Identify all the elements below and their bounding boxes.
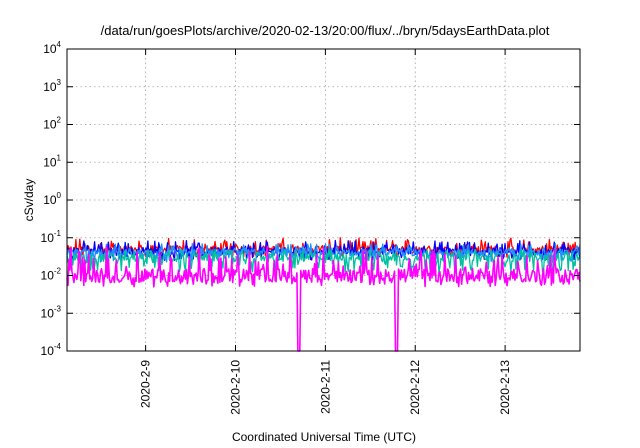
- chart-title: /data/run/goesPlots/archive/2020-02-13/2…: [101, 23, 550, 38]
- y-tick-label: 10-2: [41, 267, 62, 283]
- y-axis-label: cSv/day: [22, 179, 36, 222]
- x-tick-label: 2020-2-11: [318, 360, 332, 414]
- y-tick-label: 101: [43, 153, 61, 169]
- axis-ticks: 10-4 10-3 10-2 10-1 100 101 102 103 104 2020-2-9 2…: [41, 40, 580, 415]
- x-tick-label: 2020-2-13: [498, 360, 512, 415]
- y-tick-label: 10-4: [41, 342, 62, 358]
- x-tick-label: 2020-2-12: [408, 360, 422, 415]
- series-lines: [66, 237, 581, 352]
- y-tick-label: 100: [43, 191, 61, 207]
- series-line-5: [66, 245, 581, 352]
- y-tick-label: 10-3: [41, 304, 62, 320]
- grid-lines: [67, 49, 580, 351]
- x-tick-label: 2020-2-10: [229, 360, 243, 415]
- y-tick-label: 104: [43, 40, 61, 56]
- x-tick-label: 2020-2-9: [139, 360, 153, 408]
- y-tick-label: 102: [43, 116, 61, 132]
- y-tick-label: 10-1: [41, 229, 62, 245]
- y-tick-label: 103: [43, 78, 61, 94]
- x-axis-label: Coordinated Universal Time (UTC): [232, 430, 416, 444]
